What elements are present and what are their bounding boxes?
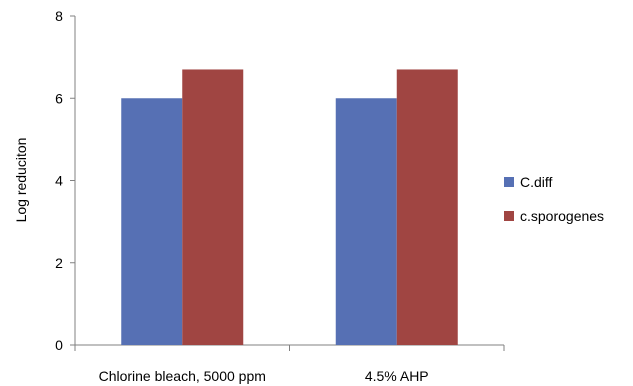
legend-swatch [504, 211, 514, 221]
y-tick-label: 8 [55, 8, 63, 24]
y-axis-ticks: 0 2 4 6 8 [55, 8, 75, 353]
x-tick-label: 4.5% AHP [365, 368, 429, 384]
legend-swatch [504, 177, 514, 187]
bar-c-sporogenes-1 [396, 69, 458, 346]
y-tick-label: 4 [55, 173, 63, 189]
bar-series [121, 69, 458, 346]
y-axis-title: Log reduciton [13, 138, 29, 223]
y-tick-label: 2 [55, 255, 63, 271]
legend-label: C.diff [520, 174, 553, 190]
chart-legend: C.diff c.sporogenes [504, 174, 604, 224]
bar-c-diff-0 [121, 98, 183, 345]
legend-label: c.sporogenes [520, 208, 604, 224]
x-axis-ticks: Chlorine bleach, 5000 ppm 4.5% AHP [74, 345, 505, 384]
y-tick-label: 0 [55, 337, 63, 353]
bar-c-diff-1 [335, 98, 397, 345]
bar-c-sporogenes-0 [182, 69, 244, 346]
x-tick-label: Chlorine bleach, 5000 ppm [99, 368, 266, 384]
y-tick-label: 6 [55, 90, 63, 106]
